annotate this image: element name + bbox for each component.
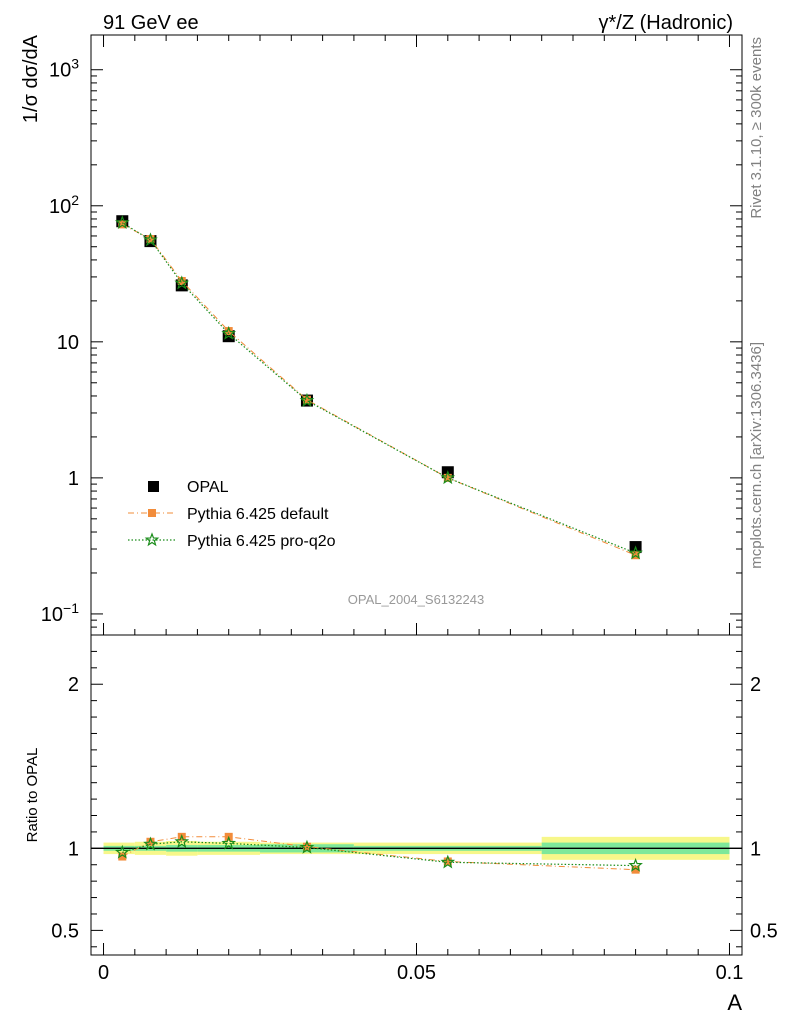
ratio-y-tick-label-right: 0.5 xyxy=(750,920,778,942)
x-tick-label: 0.1 xyxy=(716,962,744,984)
main-y-tick-label: 103 xyxy=(49,56,79,82)
main-pythia-proq2o-point xyxy=(628,545,643,560)
main-pythia-default-point xyxy=(443,473,452,482)
legend-entry-pythia-default: Pythia 6.425 default xyxy=(128,506,329,523)
ratio-y-tick-label-right: 1 xyxy=(750,838,761,860)
main-pythia-proq2o-point xyxy=(114,215,130,230)
main-y-axis-label: 1/σ dσ/dA xyxy=(20,34,42,123)
ratio-pythia-default-point xyxy=(443,857,452,866)
main-pythia-proq2o-point xyxy=(221,325,237,340)
mcplots-label: mcplots.cern.ch [arXiv:1306.3436] xyxy=(748,342,765,569)
x-tick-label: 0.05 xyxy=(397,962,436,984)
rivet-version-label: Rivet 3.1.10, ≥ 300k events xyxy=(748,37,765,219)
legend-entry-pythia-proq2o: Pythia 6.425 pro-q2o xyxy=(128,532,336,550)
axis-ticks xyxy=(91,35,742,955)
ratio-pythia-default-point xyxy=(146,837,155,846)
main-pythia-default-point xyxy=(302,395,311,404)
x-axis-label: A xyxy=(727,990,742,1015)
main-series-layer xyxy=(114,215,643,560)
legend: OPAL Pythia 6.425 default Pythia 6.425 p… xyxy=(128,479,336,550)
analysis-watermark: OPAL_2004_S6132243 xyxy=(348,592,484,607)
main-pythia-proq2o-point xyxy=(143,232,158,247)
main-y-tick-label: 10 xyxy=(57,332,79,354)
ratio-pythia-proq2o-point xyxy=(440,854,456,869)
main-pythia-proq2o-point xyxy=(299,392,315,407)
header-right-title: γ*/Z (Hadronic) xyxy=(599,12,733,34)
main-pythia-default-point xyxy=(224,327,233,336)
main-y-tick-label: 1 xyxy=(68,468,79,490)
ratio-pythia-proq2o-line xyxy=(122,841,636,867)
main-pythia-proq2o-line xyxy=(121,222,636,554)
ratio-pythia-proq2o-point xyxy=(221,835,237,850)
legend-entry-opal: OPAL xyxy=(148,479,229,496)
legend-label-pythia-default: Pythia 6.425 default xyxy=(187,506,329,523)
ratio-pythia-proq2o-point xyxy=(628,857,643,872)
ratio-pythia-proq2o-point xyxy=(143,836,158,851)
ratio-pythia-default-point xyxy=(302,842,311,851)
ratio-y-tick-label-left: 2 xyxy=(68,674,79,696)
ratio-pythia-proq2o-point xyxy=(174,834,190,849)
legend-label-opal: OPAL xyxy=(187,479,229,496)
header-left-title: 91 GeV ee xyxy=(103,12,199,34)
main-pythia-proq2o-point xyxy=(174,275,190,290)
ratio-pythia-proq2o-point xyxy=(114,844,130,859)
ratio-series-layer xyxy=(114,832,643,874)
legend-marker-pythia-proq2o xyxy=(144,532,160,547)
legend-label-pythia-proq2o: Pythia 6.425 pro-q2o xyxy=(187,533,336,550)
ratio-pythia-proq2o-point xyxy=(299,839,315,854)
axis-tick-labels: 10−1 1 10 102 103 0.5 0.5 1 1 2 2 0 0.05 0.1 xyxy=(41,56,778,984)
ratio-y-tick-label-right: 2 xyxy=(750,674,761,696)
main-pythia-default-point xyxy=(177,276,186,285)
ratio-y-axis-label: Ratio to OPAL xyxy=(24,748,41,843)
ratio-y-tick-label-left: 0.5 xyxy=(51,920,79,942)
legend-marker-pythia-default xyxy=(148,509,156,517)
main-y-tick-label: 102 xyxy=(49,192,79,218)
ratio-pythia-default-point xyxy=(631,865,640,874)
legend-marker-opal xyxy=(148,481,159,492)
ratio-pythia-default-point xyxy=(118,852,127,861)
main-pythia-default-point xyxy=(146,234,155,243)
main-y-tick-label: 10−1 xyxy=(41,600,79,626)
x-tick-label: 0 xyxy=(98,962,109,984)
main-pythia-proq2o-point xyxy=(440,470,456,485)
ratio-plot-frame xyxy=(90,634,743,956)
main-pythia-default-point xyxy=(118,220,127,229)
ratio-y-tick-label-left: 1 xyxy=(68,838,79,860)
